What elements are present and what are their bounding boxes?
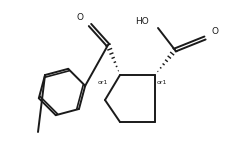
Text: O: O [77, 14, 84, 22]
Text: or1: or1 [98, 80, 108, 85]
Text: O: O [212, 27, 219, 37]
Text: HO: HO [135, 17, 149, 27]
Text: or1: or1 [157, 80, 167, 85]
